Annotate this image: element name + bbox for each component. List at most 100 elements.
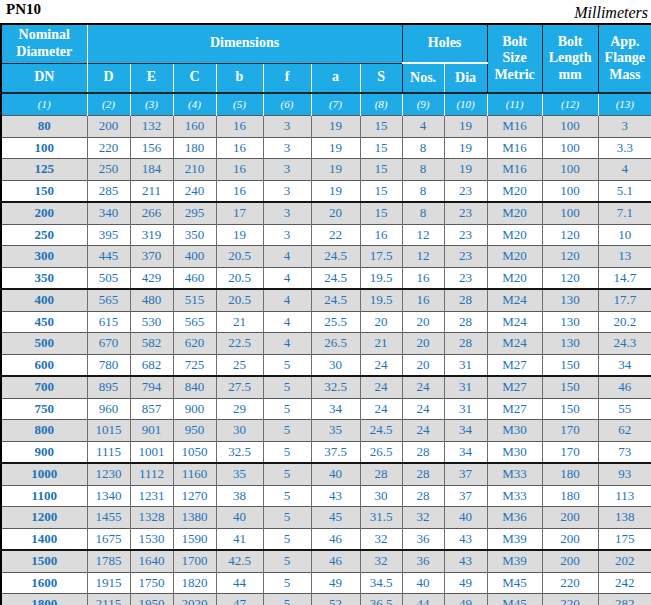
table-row: 140016751530159041546323643M39200175 bbox=[1, 528, 651, 550]
value-cell: 100 bbox=[542, 137, 598, 159]
value-cell: 35 bbox=[311, 420, 360, 442]
value-cell: 1340 bbox=[87, 485, 130, 507]
value-cell: 19.5 bbox=[360, 289, 402, 311]
value-cell: 400 bbox=[173, 246, 216, 268]
value-cell: 49 bbox=[311, 572, 360, 594]
column-index: (7) bbox=[311, 93, 360, 116]
value-cell: 170 bbox=[542, 441, 598, 463]
value-cell: 725 bbox=[173, 354, 216, 376]
value-cell: 1231 bbox=[130, 485, 173, 507]
value-cell: M16 bbox=[487, 159, 542, 181]
value-cell: 36.5 bbox=[360, 594, 402, 605]
value-cell: 840 bbox=[173, 376, 216, 398]
value-cell: 24 bbox=[360, 376, 402, 398]
value-cell: 565 bbox=[87, 289, 130, 311]
value-cell: 46 bbox=[598, 376, 651, 398]
value-cell: 19 bbox=[444, 116, 487, 138]
dn-cell: 1800 bbox=[1, 594, 87, 605]
value-cell: 22.5 bbox=[216, 333, 263, 355]
value-cell: 4 bbox=[263, 246, 311, 268]
value-cell: 24 bbox=[402, 398, 444, 420]
value-cell: 23 bbox=[444, 202, 487, 224]
column-index: (13) bbox=[598, 93, 651, 116]
value-cell: 794 bbox=[130, 376, 173, 398]
value-cell: 21 bbox=[360, 333, 402, 355]
value-cell: 20 bbox=[402, 333, 444, 355]
value-cell: 24 bbox=[360, 398, 402, 420]
value-cell: 670 bbox=[87, 333, 130, 355]
value-cell: 17 bbox=[216, 202, 263, 224]
value-cell: 28 bbox=[402, 463, 444, 485]
value-cell: 34.5 bbox=[360, 572, 402, 594]
value-cell: 28 bbox=[444, 311, 487, 333]
dn-cell: 250 bbox=[1, 224, 87, 246]
value-cell: 16 bbox=[216, 137, 263, 159]
value-cell: 23 bbox=[444, 267, 487, 289]
value-cell: 43 bbox=[311, 485, 360, 507]
value-cell: 1115 bbox=[87, 441, 130, 463]
value-cell: 34 bbox=[598, 354, 651, 376]
value-cell: 3.3 bbox=[598, 137, 651, 159]
header-bolt-length: Bolt Length mm bbox=[542, 24, 598, 93]
value-cell: 40 bbox=[311, 463, 360, 485]
value-cell: 1675 bbox=[87, 528, 130, 550]
value-cell: 12 bbox=[402, 246, 444, 268]
value-cell: 15 bbox=[360, 180, 402, 202]
table-row: 80010159019503053524.52434M3017062 bbox=[1, 420, 651, 442]
page: PN10 Millimeters Nominal Diameter Dimens… bbox=[0, 0, 651, 605]
value-cell: M20 bbox=[487, 224, 542, 246]
table-row: 16001915175018204454934.54049M45220242 bbox=[1, 572, 651, 594]
table-row: 50067058262022.5426.5212028M2413024.3 bbox=[1, 333, 651, 355]
value-cell: 120 bbox=[542, 224, 598, 246]
titlebar: PN10 Millimeters bbox=[0, 0, 651, 23]
value-cell: 150 bbox=[542, 376, 598, 398]
value-cell: 5 bbox=[263, 441, 311, 463]
value-cell: 24.5 bbox=[360, 420, 402, 442]
dn-cell: 150 bbox=[1, 180, 87, 202]
value-cell: 32 bbox=[360, 528, 402, 550]
dn-cell: 1100 bbox=[1, 485, 87, 507]
table-row: 12001455132813804054531.53240M36200138 bbox=[1, 507, 651, 529]
value-cell: 5 bbox=[263, 354, 311, 376]
value-cell: M45 bbox=[487, 594, 542, 605]
value-cell: 130 bbox=[542, 333, 598, 355]
value-cell: M16 bbox=[487, 137, 542, 159]
value-cell: 31 bbox=[444, 354, 487, 376]
value-cell: 23 bbox=[444, 224, 487, 246]
value-cell: 857 bbox=[130, 398, 173, 420]
value-cell: 505 bbox=[87, 267, 130, 289]
table-row: 18002115195020204755236.54449M45220282 bbox=[1, 594, 651, 605]
value-cell: 24.5 bbox=[311, 267, 360, 289]
value-cell: M16 bbox=[487, 116, 542, 138]
column-index: (8) bbox=[360, 93, 402, 116]
value-cell: 15 bbox=[360, 137, 402, 159]
value-cell: M20 bbox=[487, 180, 542, 202]
column-index: (1) bbox=[1, 93, 87, 116]
value-cell: M45 bbox=[487, 572, 542, 594]
column-header-f: f bbox=[263, 63, 311, 93]
value-cell: 43 bbox=[444, 550, 487, 572]
value-cell: M30 bbox=[487, 441, 542, 463]
dn-cell: 900 bbox=[1, 441, 87, 463]
value-cell: 34 bbox=[444, 441, 487, 463]
value-cell: 3 bbox=[263, 137, 311, 159]
value-cell: 44 bbox=[402, 594, 444, 605]
value-cell: 7.1 bbox=[598, 202, 651, 224]
value-cell: 32 bbox=[360, 550, 402, 572]
dn-cell: 500 bbox=[1, 333, 87, 355]
value-cell: M27 bbox=[487, 398, 542, 420]
value-cell: 20 bbox=[402, 311, 444, 333]
value-cell: 1640 bbox=[130, 550, 173, 572]
value-cell: 3 bbox=[263, 159, 311, 181]
table-row: 802001321601631915419M161003 bbox=[1, 116, 651, 138]
column-header-dn: DN bbox=[1, 63, 87, 93]
value-cell: 130 bbox=[542, 289, 598, 311]
value-cell: 3 bbox=[263, 202, 311, 224]
dn-cell: 750 bbox=[1, 398, 87, 420]
value-cell: 20 bbox=[402, 354, 444, 376]
value-cell: 20.5 bbox=[216, 267, 263, 289]
value-cell: M20 bbox=[487, 246, 542, 268]
value-cell: 895 bbox=[87, 376, 130, 398]
dn-cell: 1000 bbox=[1, 463, 87, 485]
value-cell: 19 bbox=[311, 159, 360, 181]
